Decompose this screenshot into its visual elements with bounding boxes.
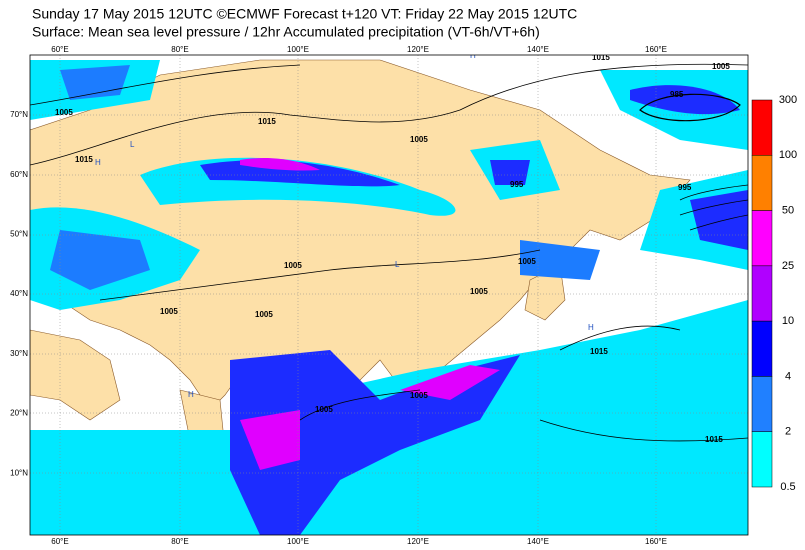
pressure-center: H	[188, 390, 194, 399]
pressure-center: H	[470, 51, 476, 60]
lon-labels-top: 60°E 80°E 100°E 120°E 140°E 160°E	[51, 45, 667, 54]
lon-label: 160°E	[645, 45, 667, 54]
isobars	[30, 63, 748, 442]
lon-labels-bottom: 60°E 80°E 100°E 120°E 140°E 160°E	[51, 537, 667, 546]
lon-label: 60°E	[51, 537, 68, 546]
lon-label: 100°E	[287, 45, 309, 54]
lat-label: 70°N	[10, 110, 28, 119]
isobar-label: 1005	[518, 257, 536, 266]
isobar-label: 985	[670, 90, 684, 99]
isobar-label: 1005	[410, 135, 428, 144]
legend-level: 300	[779, 94, 797, 106]
legend-level: 10	[782, 315, 794, 327]
isobar-label: 1015	[705, 435, 723, 444]
legend-level: 4	[785, 370, 791, 382]
isobar-label: 1005	[712, 62, 730, 71]
lon-label: 80°E	[171, 45, 188, 54]
isobar-label: 1015	[590, 347, 608, 356]
legend-level: 50	[782, 204, 794, 216]
lon-label: 80°E	[171, 537, 188, 546]
legend-swatch	[751, 320, 773, 377]
land	[30, 329, 121, 421]
lat-label: 60°N	[10, 170, 28, 179]
subtitle-line: Surface: Mean sea level pressure / 12hr …	[32, 24, 540, 40]
legend-level: 2	[785, 426, 791, 438]
lon-label: 120°E	[407, 45, 429, 54]
lat-label: 50°N	[10, 230, 28, 239]
lon-label: 60°E	[51, 45, 68, 54]
pressure-center: H	[588, 323, 594, 332]
isobar-label: 1005	[160, 307, 178, 316]
legend-swatch	[751, 99, 773, 156]
pressure-center: L	[130, 140, 135, 149]
title-line: Sunday 17 May 2015 12UTC ©ECMWF Forecast…	[32, 6, 577, 22]
legend-level: 25	[782, 260, 794, 272]
isobar-label: 1015	[592, 53, 610, 62]
graticule	[30, 55, 748, 535]
isobar-label: 1005	[284, 261, 302, 270]
legend-swatch	[751, 376, 773, 432]
lat-labels: 70°N 60°N 50°N 40°N 30°N 20°N 10°N	[10, 110, 28, 477]
pressure-center: H	[95, 158, 101, 167]
isobar-label: 1005	[410, 391, 428, 400]
isobar-label: 1005	[470, 287, 488, 296]
pressure-center: L	[395, 260, 400, 269]
precipitation	[30, 60, 748, 535]
isobar-label: 1005	[255, 310, 273, 319]
isobar-label: 1015	[258, 117, 276, 126]
lon-label: 120°E	[407, 537, 429, 546]
isobar-label: 1005	[315, 405, 333, 414]
legend-swatch	[751, 431, 773, 488]
legend-level: 0.5	[780, 481, 795, 493]
isobar-label: 995	[510, 180, 524, 189]
lat-label: 30°N	[10, 349, 28, 358]
legend-level: 100	[779, 149, 797, 161]
lat-label: 40°N	[10, 289, 28, 298]
map-frame	[29, 54, 749, 536]
isobar-label: 1015	[75, 155, 93, 164]
lon-label: 140°E	[527, 537, 549, 546]
map-area: 1005 1015 1015 1005 995 985 1005 1015 99…	[30, 51, 748, 535]
lat-label: 10°N	[10, 468, 28, 477]
legend-swatch	[751, 155, 773, 211]
isobar-label: 995	[678, 183, 692, 192]
lon-label: 100°E	[287, 537, 309, 546]
isobar-label: 1005	[55, 108, 73, 117]
lon-label: 140°E	[527, 45, 549, 54]
lat-label: 20°N	[10, 409, 28, 418]
legend-swatch	[751, 210, 773, 267]
precip-legend: 300 100 50 25 10 4 2 0.5	[751, 94, 797, 493]
legend-swatch	[751, 265, 773, 322]
lon-label: 160°E	[645, 537, 667, 546]
